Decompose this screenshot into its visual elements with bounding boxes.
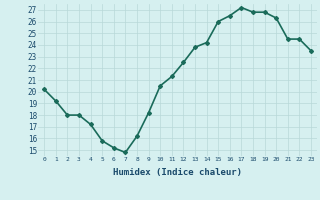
- X-axis label: Humidex (Indice chaleur): Humidex (Indice chaleur): [113, 168, 242, 177]
